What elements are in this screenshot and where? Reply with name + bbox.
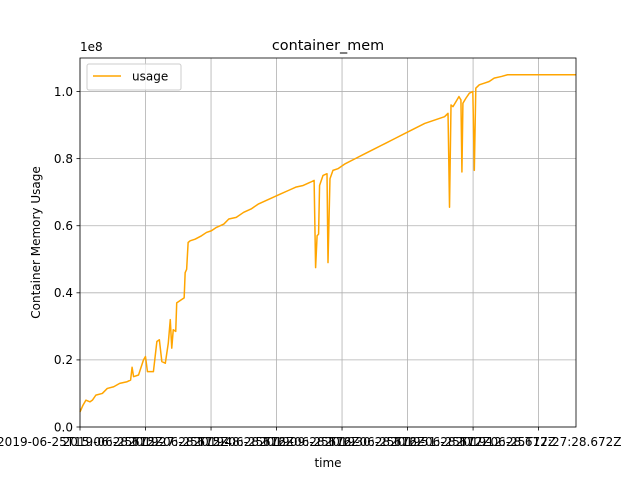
y-axis-label: Container Memory Usage	[29, 166, 43, 318]
legend-label-usage: usage	[132, 70, 168, 84]
legend: usage	[86, 63, 182, 91]
x-tick-label: 2019-06-25T16:09:28.672Z	[194, 435, 360, 449]
x-tick-label: 2019-06-25T17:27:28.672Z	[456, 435, 622, 449]
plot-frame	[79, 57, 577, 428]
x-tick-label: 2019-06-25T15:48:28.672Z	[128, 435, 294, 449]
axis-ticks: 0.0 0.2 0.4 0.6 0.8 1.0 2019-06-25T15:06:28.67…	[0, 85, 622, 449]
grid-lines	[79, 58, 576, 428]
x-tick-label: 2019-06-25T16:51:28.672Z	[325, 435, 491, 449]
x-tick-label: 2019-06-25T16:30:28.672Z	[259, 435, 425, 449]
x-tick-label: 2019-06-25T17:12:28.672Z	[390, 435, 556, 449]
y-tick-label: 1.0	[54, 85, 73, 99]
series-layer	[79, 74, 576, 413]
x-tick-label: 2019-06-25T15:06:28.672Z	[0, 435, 163, 449]
y-tick-label: 0.6	[54, 219, 73, 233]
y-tick-label: 0.4	[54, 286, 73, 300]
x-axis-label: time	[314, 456, 341, 470]
y-tick-label: 0.2	[54, 353, 73, 367]
x-tick-label: 2019-06-25T15:27:28.672Z	[63, 435, 229, 449]
series-line-usage	[79, 74, 576, 413]
chart-title: container_mem	[272, 38, 384, 54]
y-tick-label: 0.0	[54, 420, 73, 434]
legend-box	[86, 63, 182, 91]
y-tick-label: 0.8	[54, 152, 73, 166]
y-axis-exponent-label: 1e8	[80, 40, 103, 54]
